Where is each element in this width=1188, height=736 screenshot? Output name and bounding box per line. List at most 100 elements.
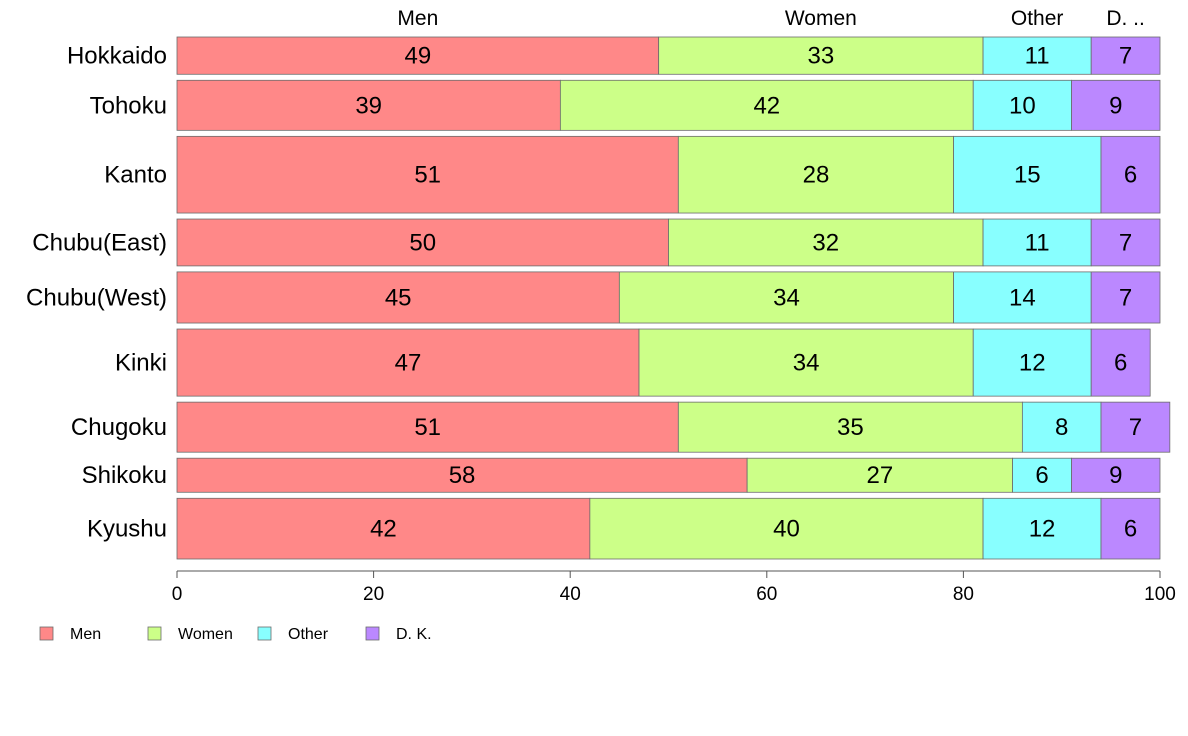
data-label-hokkaido-d-k: 7 (1119, 43, 1132, 70)
column-headers: Men Women Other D. .. (397, 7, 1144, 30)
bar-segment-hokkaido-women (658, 36, 984, 75)
bar-segment-kyushu-women (589, 497, 984, 560)
bar-segment-chugoku-men (176, 401, 679, 453)
data-label-tohoku-men: 39 (355, 92, 382, 119)
data-label-shikoku-other: 6 (1035, 462, 1048, 489)
bar-segment-chubu-east-women (668, 218, 984, 267)
data-label-chubu-west-men: 45 (385, 284, 412, 311)
column-header-men: Men (397, 7, 438, 30)
category-labels: Hokkaido Tohoku Kanto Chubu(East) Chubu(West… (26, 43, 167, 543)
bar-segment-chugoku-other (1021, 401, 1102, 453)
data-label-shikoku-d-k: 9 (1109, 462, 1122, 489)
bar-segment-kanto-women (677, 135, 954, 214)
data-label-chubu-east-women: 32 (812, 229, 839, 256)
bar-segment-hokkaido-d-k (1090, 36, 1161, 75)
category-label-kyushu: Kyushu (87, 516, 167, 543)
x-tick-label-60: 60 (756, 584, 777, 605)
legend-label-men: Men (70, 626, 101, 643)
bar-segment-kinki-other (972, 328, 1092, 397)
data-label-tohoku-other: 10 (1009, 92, 1036, 119)
bar-segment-kyushu-d-k (1100, 497, 1161, 560)
x-tick-label-40: 40 (560, 584, 581, 605)
legend-swatch-men (39, 626, 54, 641)
column-header-women: Women (785, 7, 857, 30)
bar-segment-tohoku-other (972, 79, 1072, 131)
legend-swatch-d-k (365, 626, 380, 641)
data-label-chubu-west-other: 14 (1009, 284, 1036, 311)
data-label-chugoku-other: 8 (1055, 414, 1068, 441)
category-label-tohoku: Tohoku (90, 92, 167, 119)
data-label-kyushu-d-k: 6 (1124, 516, 1137, 543)
legend-swatch-women (147, 626, 162, 641)
bar-segment-chubu-east-d-k (1090, 218, 1161, 267)
bar-segment-kinki-d-k (1090, 328, 1151, 397)
data-label-kinki-women: 34 (793, 350, 820, 377)
data-label-shikoku-men: 58 (449, 462, 476, 489)
bar-segment-kinki-women (638, 328, 974, 397)
bar-segment-tohoku-d-k (1071, 79, 1161, 131)
data-label-chubu-west-d-k: 7 (1119, 284, 1132, 311)
bar-segment-shikoku-d-k (1071, 457, 1161, 493)
bar-segment-shikoku-other (1012, 457, 1072, 493)
bars: 49 33 11 7 39 42 10 9 51 28 15 6 50 32 11 7 45 34 14 7 47 34 1… (176, 36, 1171, 560)
data-label-kyushu-men: 42 (370, 516, 397, 543)
category-label-shikoku: Shikoku (82, 462, 167, 489)
x-tick-label-0: 0 (172, 584, 183, 605)
data-label-kyushu-women: 40 (773, 516, 800, 543)
bar-segment-tohoku-men (176, 79, 561, 131)
bar-segment-chubu-west-other (953, 271, 1092, 324)
column-header-d-k: D. .. (1106, 7, 1145, 30)
bar-segment-chubu-east-men (176, 218, 669, 267)
data-label-kinki-men: 47 (395, 350, 422, 377)
data-label-tohoku-d-k: 9 (1109, 92, 1122, 119)
data-label-kanto-other: 15 (1014, 162, 1041, 189)
data-label-kanto-women: 28 (803, 162, 830, 189)
bar-segment-kanto-men (176, 135, 679, 214)
bar-segment-hokkaido-men (176, 36, 660, 75)
bar-segment-tohoku-women (559, 79, 974, 131)
data-label-chubu-east-d-k: 7 (1119, 229, 1132, 256)
data-label-chubu-east-men: 50 (409, 229, 436, 256)
data-label-kanto-men: 51 (414, 162, 441, 189)
x-axis: 0 20 40 60 80 100 (172, 570, 1176, 605)
data-label-kanto-d-k: 6 (1124, 162, 1137, 189)
bar-segment-kyushu-other (982, 497, 1102, 560)
data-label-chubu-east-other: 11 (1025, 229, 1050, 256)
category-label-kanto: Kanto (104, 162, 167, 189)
data-label-kinki-d-k: 6 (1114, 350, 1127, 377)
bar-segment-kanto-d-k (1100, 135, 1161, 214)
legend-swatch-other (257, 626, 272, 641)
category-label-hokkaido: Hokkaido (67, 43, 167, 70)
bar-segment-shikoku-men (176, 457, 748, 493)
data-label-kinki-other: 12 (1019, 350, 1046, 377)
data-label-kyushu-other: 12 (1029, 516, 1056, 543)
bar-segment-chubu-west-women (618, 271, 954, 324)
data-label-hokkaido-other: 11 (1025, 43, 1050, 70)
category-label-kinki: Kinki (115, 350, 167, 377)
data-label-chugoku-men: 51 (414, 414, 441, 441)
data-label-shikoku-women: 27 (866, 462, 893, 489)
data-label-chugoku-d-k: 7 (1129, 414, 1142, 441)
x-tick-label-80: 80 (953, 584, 974, 605)
bar-segment-hokkaido-other (982, 36, 1092, 75)
bar-segment-chubu-west-d-k (1090, 271, 1161, 324)
data-label-chubu-west-women: 34 (773, 284, 800, 311)
legend-label-other: Other (288, 626, 329, 643)
bar-segment-kinki-men (176, 328, 640, 397)
category-label-chugoku: Chugoku (71, 414, 167, 441)
legend: Men Women Other D. K. (39, 626, 432, 643)
legend-label-women: Women (178, 626, 233, 643)
category-label-chubu-east: Chubu(East) (32, 229, 167, 256)
column-header-other: Other (1011, 7, 1064, 30)
legend-label-d-k: D. K. (396, 626, 432, 643)
data-label-chugoku-women: 35 (837, 414, 864, 441)
data-label-tohoku-women: 42 (753, 92, 780, 119)
bar-segment-chubu-west-men (176, 271, 620, 324)
x-tick-label-20: 20 (363, 584, 384, 605)
bar-segment-chugoku-d-k (1100, 401, 1171, 453)
data-label-hokkaido-women: 33 (808, 43, 835, 70)
x-tick-label-100: 100 (1144, 584, 1176, 605)
data-label-hokkaido-men: 49 (404, 43, 431, 70)
category-label-chubu-west: Chubu(West) (26, 284, 167, 311)
